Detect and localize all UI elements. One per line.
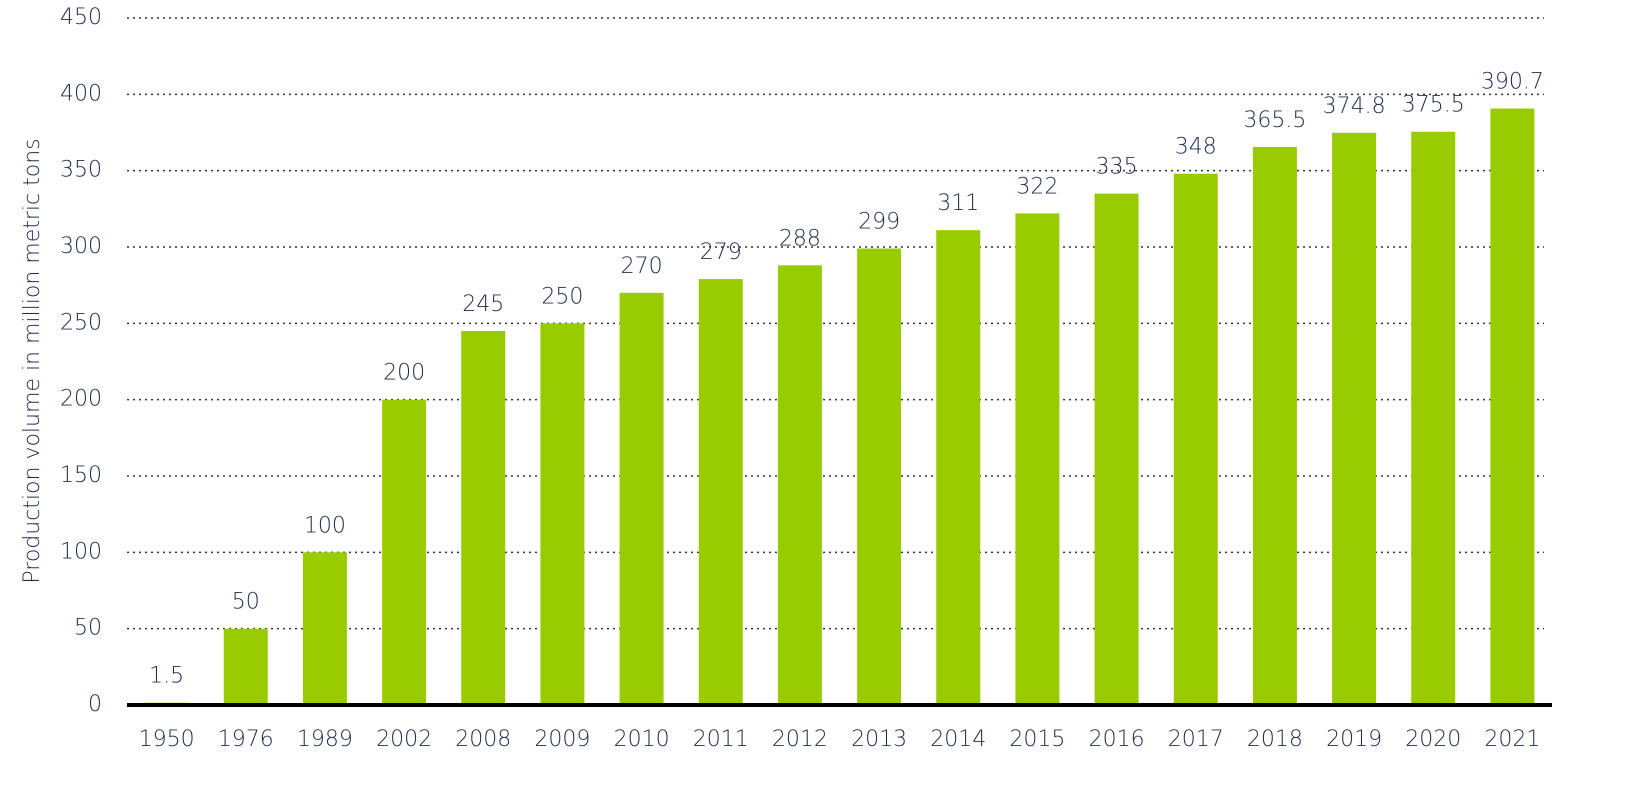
bar <box>1015 213 1060 705</box>
bar <box>382 399 427 705</box>
x-tick-label: 2016 <box>1089 727 1145 752</box>
y-tick-label: 150 <box>60 463 102 488</box>
bar <box>540 323 585 705</box>
x-tick-label: 2018 <box>1247 727 1303 752</box>
y-tick-label: 50 <box>74 616 102 641</box>
bar <box>1411 131 1456 705</box>
bar <box>1094 193 1139 706</box>
y-tick-label: 250 <box>60 310 102 335</box>
x-tick-label: 2002 <box>376 727 432 752</box>
value-label: 200 <box>383 361 425 386</box>
y-tick-label: 400 <box>60 81 102 106</box>
x-tick-label: 1989 <box>297 727 353 752</box>
x-tick-label: 2011 <box>693 727 749 752</box>
bar <box>461 330 506 705</box>
value-label: 288 <box>779 226 821 251</box>
value-label: 390.7 <box>1481 70 1544 95</box>
x-tick-label: 2013 <box>851 727 907 752</box>
value-label: 1.5 <box>149 664 184 689</box>
y-tick-label: 450 <box>60 5 102 30</box>
x-tick-label: 2010 <box>614 727 670 752</box>
value-label: 100 <box>304 513 346 538</box>
value-label: 279 <box>700 240 742 265</box>
x-tick-label: 2020 <box>1405 727 1461 752</box>
bar <box>936 230 981 705</box>
y-tick-label: 100 <box>60 539 102 564</box>
value-label: 375.5 <box>1402 93 1465 118</box>
x-tick-label: 2012 <box>772 727 828 752</box>
value-label: 348 <box>1175 135 1217 160</box>
bar <box>777 265 822 705</box>
value-label: 335 <box>1096 155 1138 180</box>
value-label: 245 <box>462 292 504 317</box>
x-tick-label: 1976 <box>218 727 274 752</box>
bar <box>698 279 743 705</box>
value-label: 50 <box>232 590 260 615</box>
x-tick-label: 2021 <box>1484 727 1540 752</box>
value-label: 365.5 <box>1243 108 1306 133</box>
bar <box>223 628 268 705</box>
y-tick-label: 200 <box>60 387 102 412</box>
bar <box>1332 132 1377 706</box>
x-tick-label: 2014 <box>930 727 986 752</box>
y-axis-label: Production volume in million metric tons <box>20 138 45 583</box>
value-label: 374.8 <box>1323 94 1386 119</box>
y-tick-label: 300 <box>60 234 102 259</box>
y-tick-label: 350 <box>60 158 102 183</box>
x-tick-label: 1950 <box>139 727 195 752</box>
x-tick-label: 2009 <box>534 727 590 752</box>
bar <box>1173 173 1218 706</box>
bar <box>302 552 347 705</box>
value-label: 299 <box>858 210 900 235</box>
y-tick-label: 0 <box>88 692 102 717</box>
value-label: 311 <box>937 191 979 216</box>
x-tick-label: 2017 <box>1168 727 1224 752</box>
bar <box>1252 147 1297 706</box>
bar <box>619 292 664 705</box>
bar <box>857 248 902 705</box>
bar <box>1490 108 1535 706</box>
x-tick-label: 2008 <box>455 727 511 752</box>
value-label: 270 <box>621 254 663 279</box>
value-label: 250 <box>541 284 583 309</box>
x-tick-label: 2015 <box>1009 727 1065 752</box>
x-tick-label: 2019 <box>1326 727 1382 752</box>
value-label: 322 <box>1016 174 1058 199</box>
